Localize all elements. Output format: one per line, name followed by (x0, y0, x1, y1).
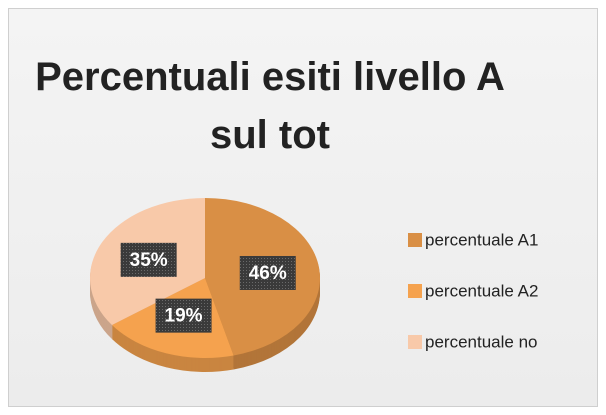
legend-swatch (408, 233, 422, 247)
chart-title: Percentuali esiti livello A sul tot (35, 55, 505, 157)
data-label-box (239, 255, 296, 290)
data-label-box (120, 242, 177, 277)
data-label-box (155, 298, 212, 333)
legend-label: percentuale A1 (425, 230, 538, 249)
legend-swatch (408, 284, 422, 298)
data-label: 46% (249, 263, 287, 284)
legend-label: percentuale no (425, 332, 537, 351)
data-label: 35% (130, 250, 168, 271)
legend-swatch (408, 335, 422, 349)
legend-label: percentuale A2 (425, 281, 538, 300)
chart-panel (8, 8, 598, 407)
data-label: 19% (165, 306, 203, 327)
